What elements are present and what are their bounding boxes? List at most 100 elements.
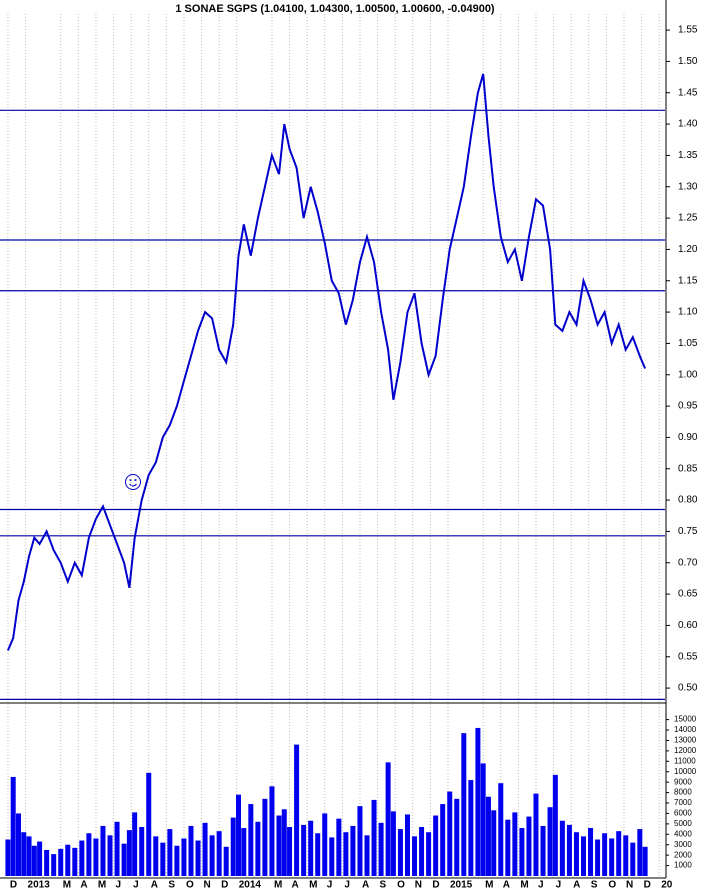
x-tick-label: A: [292, 880, 299, 891]
volume-bar: [364, 835, 370, 876]
volume-bar: [160, 842, 166, 876]
y-tick-label: 14000: [674, 725, 697, 734]
volume-bar: [505, 819, 511, 876]
volume-bar: [609, 838, 615, 876]
y-tick-label: 3000: [674, 840, 692, 849]
x-tick-label: D: [644, 880, 651, 891]
y-tick-label: 1.45: [678, 87, 698, 98]
volume-bar: [236, 794, 242, 876]
x-tick-label: J: [538, 880, 544, 891]
volume-bar: [540, 825, 546, 876]
x-tick-label: J: [556, 880, 562, 891]
volume-bar: [21, 832, 27, 876]
volume-bar: [616, 831, 622, 876]
x-tick-label: S: [591, 880, 598, 891]
volume-bar: [447, 791, 453, 876]
volume-bar: [181, 838, 187, 876]
volume-bar: [371, 799, 377, 876]
volume-bar: [461, 733, 467, 876]
volume-bar: [426, 832, 432, 876]
volume-bar: [188, 825, 194, 876]
volume-bar: [630, 842, 636, 876]
volume-bar: [519, 828, 525, 876]
volume-bar: [15, 813, 21, 876]
volume-bar: [498, 783, 504, 876]
y-tick-label: 1.30: [678, 181, 698, 192]
y-tick-label: 5000: [674, 819, 692, 828]
y-tick-label: 1.05: [678, 338, 698, 349]
volume-bar: [454, 798, 460, 876]
x-tick-label: O: [186, 880, 194, 891]
x-tick-label: J: [133, 880, 139, 891]
volume-bar: [588, 828, 594, 876]
y-tick-label: 2000: [674, 850, 692, 859]
x-tick-label: J: [344, 880, 350, 891]
volume-bar: [139, 826, 145, 876]
volume-bar: [209, 835, 215, 876]
x-tick-label: M: [98, 880, 106, 891]
y-tick-label: 1.15: [678, 275, 698, 286]
volume-bar: [602, 833, 608, 876]
volume-bar: [107, 835, 113, 876]
volume-bar: [475, 727, 481, 876]
volume-bar: [595, 839, 601, 876]
volume-bar: [552, 774, 558, 876]
volume-bar: [114, 821, 120, 876]
volume-bar: [512, 812, 518, 876]
volume-bar: [146, 772, 152, 876]
volume-bar: [336, 818, 342, 876]
x-tick-label: 20: [661, 880, 673, 891]
x-tick-label: O: [608, 880, 616, 891]
price-line: [6, 73, 647, 651]
y-tick-label: 1.00: [678, 369, 698, 380]
volume-bar: [404, 814, 410, 876]
volume-bar: [559, 820, 565, 876]
y-tick-label: 1.40: [678, 119, 698, 130]
y-tick-label: 1.55: [678, 25, 698, 36]
volume-bar: [216, 831, 222, 876]
volume-bar: [301, 824, 307, 876]
volume-bar: [31, 845, 37, 876]
volume-bar: [419, 826, 425, 876]
x-tick-label: M: [309, 880, 317, 891]
y-tick-label: 8000: [674, 788, 692, 797]
volume-bar: [121, 843, 127, 876]
x-tick-label: D: [221, 880, 228, 891]
volume-bar: [132, 812, 138, 876]
volume-bar: [93, 838, 99, 876]
y-tick-label: 1000: [674, 861, 692, 870]
volume-bar: [72, 847, 78, 876]
volume-bar: [350, 825, 356, 876]
x-tick-label: S: [168, 880, 175, 891]
y-tick-label: 0.60: [678, 620, 698, 631]
y-tick-label: 1.35: [678, 150, 698, 161]
volume-bar: [223, 846, 229, 876]
volume-bar: [433, 815, 439, 876]
volume-bar: [202, 822, 208, 876]
y-tick-label: 7000: [674, 798, 692, 807]
x-tick-label: J: [116, 880, 122, 891]
volume-bar: [581, 836, 587, 876]
x-tick-label: 2013: [28, 880, 51, 891]
volume-bar: [357, 806, 363, 876]
volume-bar: [79, 840, 85, 876]
volume-bar: [485, 796, 491, 876]
y-tick-label: 0.50: [678, 683, 698, 694]
y-tick-label: 13000: [674, 736, 697, 745]
x-tick-label: N: [204, 880, 211, 891]
x-tick-label: N: [626, 880, 633, 891]
volume-bar: [378, 822, 384, 876]
volume-bar: [547, 807, 553, 876]
volume-bar: [174, 845, 180, 876]
chart-title: 1 SONAE SGPS (1.04100, 1.04300, 1.00500,…: [175, 3, 495, 15]
volume-bar: [51, 854, 57, 876]
y-tick-label: 1.20: [678, 244, 698, 255]
volume-bar: [440, 804, 446, 876]
y-tick-label: 0.75: [678, 526, 698, 537]
volume-bar: [397, 829, 403, 876]
volume-bar: [241, 828, 247, 876]
x-tick-label: O: [397, 880, 405, 891]
y-tick-label: 0.65: [678, 589, 698, 600]
